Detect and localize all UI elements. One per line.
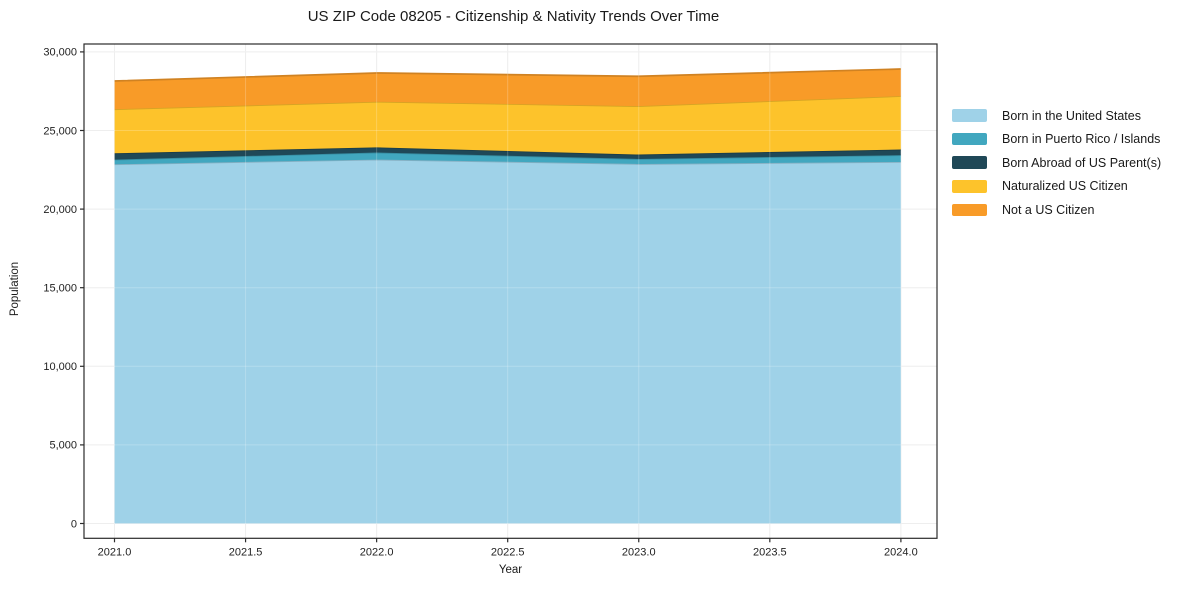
area-series-edge: [114, 68, 901, 82]
area-series: [114, 152, 901, 165]
legend-item: Born in Puerto Rico / Islands: [952, 132, 1161, 147]
legend-label: Naturalized US Citizen: [1002, 179, 1128, 194]
legend-item: Naturalized US Citizen: [952, 179, 1161, 194]
area-series: [114, 159, 901, 524]
legend-swatch: [952, 180, 987, 193]
y-tick-label: 20,000: [43, 204, 77, 216]
legend-item: Born in the United States: [952, 108, 1161, 123]
x-tick-label: 2024.0: [884, 546, 918, 558]
legend: Born in the United States Born in Puerto …: [952, 108, 1162, 217]
legend-item: Not a US Citizen: [952, 202, 1161, 217]
x-tick-label: 2022.5: [491, 546, 525, 558]
plot-border: [83, 43, 938, 539]
x-axis-label: Year: [498, 564, 523, 576]
area-series: [114, 69, 901, 110]
legend-label: Not a US Citizen: [1002, 202, 1095, 217]
legend-label: Born in Puerto Rico / Islands: [1002, 132, 1161, 147]
y-tick-label: 25,000: [43, 125, 77, 137]
chart-title: US ZIP Code 08205 - Citizenship & Nativi…: [307, 8, 720, 25]
legend-label: Born in the United States: [1002, 108, 1141, 123]
legend-label: Born Abroad of US Parent(s): [1002, 155, 1162, 170]
legend-item: Born Abroad of US Parent(s): [952, 155, 1162, 170]
y-axis-label: Population: [9, 261, 21, 317]
x-tick-label: 2022.0: [360, 546, 394, 558]
area-series: [114, 96, 901, 155]
y-tick-label: 0: [71, 518, 77, 530]
y-tick-label: 30,000: [43, 47, 77, 59]
x-tick-label: 2023.5: [753, 546, 787, 558]
legend-swatch: [952, 203, 987, 217]
y-tick-label: 5,000: [49, 440, 77, 452]
legend-swatch: [952, 109, 987, 122]
y-tick-label: 15,000: [43, 283, 77, 295]
y-tick-label: 10,000: [43, 361, 77, 373]
x-tick-label: 2023.0: [622, 546, 656, 558]
x-tick-label: 2021.0: [98, 546, 132, 558]
legend-swatch: [952, 132, 987, 146]
area-series: [114, 147, 901, 160]
x-tick-label: 2021.5: [229, 546, 263, 558]
legend-swatch: [952, 156, 987, 169]
